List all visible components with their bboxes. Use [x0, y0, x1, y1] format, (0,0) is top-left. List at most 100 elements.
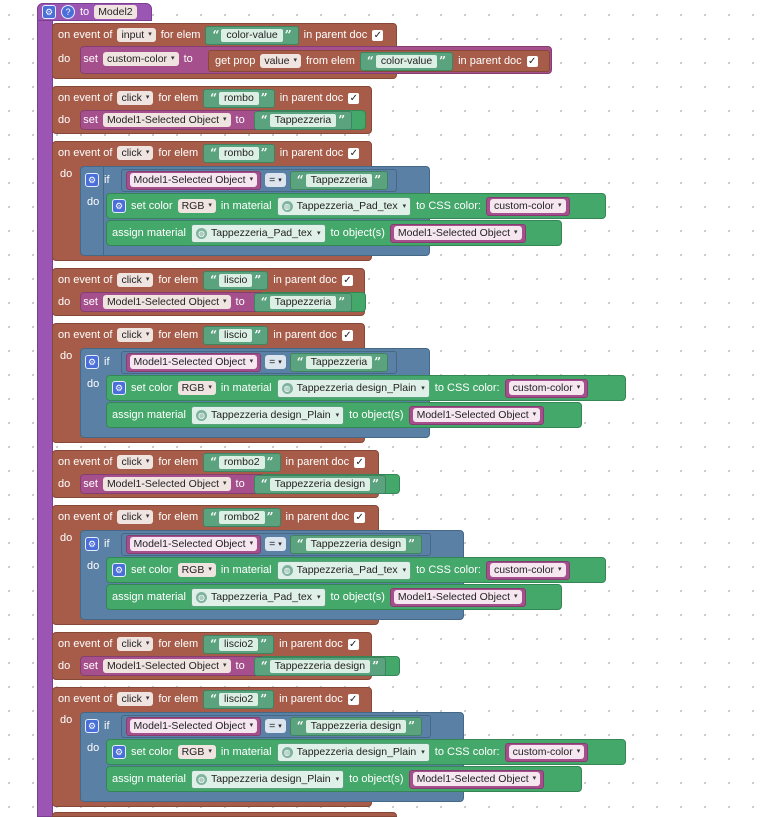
event-type-dropdown[interactable]: click ▾	[117, 91, 154, 105]
gear-icon[interactable]: ⚙	[42, 5, 56, 19]
css-color-variable[interactable]: custom-color ▾	[485, 196, 570, 216]
set-label: set	[83, 296, 98, 308]
parent-doc-checkbox[interactable]: ✓	[354, 456, 366, 468]
get-prop-label: get prop	[215, 55, 256, 67]
parent-doc-label: in parent doc	[279, 638, 343, 650]
color-mode-dropdown[interactable]: RGB ▾	[177, 563, 216, 577]
elem-text-field[interactable]: “liscio2”	[203, 634, 275, 654]
procedure-block[interactable]	[37, 3, 53, 817]
variable-dropdown[interactable]: Model1-Selected Object ▾	[102, 477, 231, 491]
event-type-dropdown[interactable]: click ▾	[117, 328, 154, 342]
event-type-dropdown[interactable]: input ▾	[117, 28, 156, 42]
value-text-field[interactable]: “Tappezzeria”	[253, 292, 353, 312]
from-elem-text-field[interactable]: “color-value”	[359, 51, 454, 71]
gear-icon[interactable]: ⚙	[112, 745, 126, 759]
procedure-name-field[interactable]: Model2	[94, 5, 137, 19]
material-dropdown[interactable]: ◍ Tappezzeria design_Plain ▾	[276, 742, 430, 762]
value-text-field[interactable]: “Tappezzeria”	[253, 110, 353, 130]
color-mode-dropdown[interactable]: RGB ▾	[177, 381, 216, 395]
if-label: if	[104, 720, 110, 732]
event-type-dropdown[interactable]: click ▾	[117, 637, 154, 651]
variable-dropdown[interactable]: Model1-Selected Object ▾	[102, 113, 231, 127]
for-elem-label: for elem	[158, 92, 199, 104]
event-type-dropdown[interactable]: click ▾	[117, 273, 154, 287]
parent-doc-checkbox[interactable]: ✓	[347, 638, 359, 650]
condition-value[interactable]: “Tappezzeria”	[289, 352, 389, 372]
parent-doc-checkbox[interactable]: ✓	[341, 329, 353, 341]
condition-value[interactable]: “Tappezzeria design”	[289, 534, 423, 554]
assign-material-dropdown[interactable]: ◍ Tappezzeria design_Plain ▾	[190, 769, 345, 789]
gear-icon[interactable]: ⚙	[85, 173, 99, 187]
condition-variable[interactable]: Model1-Selected Object ▾	[125, 352, 262, 372]
operator-dropdown[interactable]: = ▾	[265, 719, 286, 733]
condition-variable[interactable]: Model1-Selected Object ▾	[125, 716, 262, 736]
event-type-dropdown[interactable]: click ▾	[117, 692, 154, 706]
condition-variable[interactable]: Model1-Selected Object ▾	[125, 170, 262, 190]
material-dropdown[interactable]: ◍ Tappezzeria design_Plain ▾	[276, 378, 430, 398]
parent-doc-checkbox[interactable]: ✓	[526, 55, 538, 67]
parent-doc-checkbox[interactable]: ✓	[347, 693, 359, 705]
color-mode-dropdown[interactable]: RGB ▾	[177, 745, 216, 759]
color-mode-dropdown[interactable]: RGB ▾	[177, 199, 216, 213]
compare-block[interactable]: Model1-Selected Object ▾ = ▾ “Tappezzeria …	[120, 714, 432, 738]
parent-doc-checkbox[interactable]: ✓	[341, 274, 353, 286]
variable-dropdown[interactable]: Model1-Selected Object ▾	[102, 295, 231, 309]
event-type-dropdown[interactable]: click ▾	[117, 146, 154, 160]
value-text-field[interactable]: “Tappezzeria design”	[253, 656, 386, 676]
gear-icon[interactable]: ⚙	[112, 199, 126, 213]
objects-variable[interactable]: Model1-Selected Object ▾	[408, 769, 545, 789]
prop-dropdown[interactable]: value ▾	[260, 54, 301, 68]
elem-text-field[interactable]: “rombo2”	[203, 507, 281, 527]
elem-text-field[interactable]: “liscio2”	[203, 689, 275, 709]
operator-dropdown[interactable]: = ▾	[265, 173, 286, 187]
material-dropdown[interactable]: ◍ Tappezzeria_Pad_tex ▾	[276, 196, 412, 216]
objects-variable[interactable]: Model1-Selected Object ▾	[389, 587, 526, 607]
on-event-label: on event of	[58, 29, 113, 41]
css-color-variable[interactable]: custom-color ▾	[485, 560, 570, 580]
operator-dropdown[interactable]: = ▾	[265, 537, 286, 551]
elem-text-field[interactable]: “liscio”	[203, 270, 269, 290]
material-dropdown[interactable]: ◍ Tappezzeria_Pad_tex ▾	[276, 560, 412, 580]
parent-doc-checkbox[interactable]: ✓	[348, 92, 360, 104]
set-label: set	[83, 53, 98, 65]
elem-text-field[interactable]: “color-value”	[205, 25, 299, 45]
globe-icon: ◍	[281, 564, 293, 576]
compare-block[interactable]: Model1-Selected Object ▾ = ▾ “Tappezzeria …	[120, 532, 432, 556]
variable-dropdown[interactable]: custom-color ▾	[102, 52, 179, 66]
gear-icon[interactable]: ⚙	[85, 537, 99, 551]
elem-text-field[interactable]: “liscio”	[203, 325, 269, 345]
parent-doc-checkbox[interactable]: ✓	[372, 29, 384, 41]
css-color-variable[interactable]: custom-color ▾	[504, 378, 589, 398]
help-icon[interactable]: ?	[61, 5, 75, 19]
gear-icon[interactable]: ⚙	[85, 719, 99, 733]
set-color-label: set color	[131, 564, 173, 576]
condition-value[interactable]: “Tappezzeria”	[289, 170, 389, 190]
event-type-dropdown[interactable]: click ▾	[117, 455, 154, 469]
assign-material-dropdown[interactable]: ◍ Tappezzeria_Pad_tex ▾	[190, 223, 326, 243]
on-event-label: on event of	[58, 329, 113, 341]
compare-block[interactable]: Model1-Selected Object ▾ = ▾ “Tappezzeria”	[120, 350, 398, 374]
gear-icon[interactable]: ⚙	[85, 355, 99, 369]
objects-variable[interactable]: Model1-Selected Object ▾	[389, 223, 526, 243]
event-type-dropdown[interactable]: click ▾	[117, 510, 154, 524]
operator-dropdown[interactable]: = ▾	[265, 355, 286, 369]
objects-variable[interactable]: Model1-Selected Object ▾	[408, 405, 545, 425]
elem-text-field[interactable]: “rombo”	[203, 88, 275, 108]
gear-icon[interactable]: ⚙	[112, 381, 126, 395]
condition-value[interactable]: “Tappezzeria design”	[289, 716, 423, 736]
elem-text-field[interactable]: “rombo”	[203, 143, 275, 163]
on-event-label: on event of	[58, 456, 113, 468]
assign-material-dropdown[interactable]: ◍ Tappezzeria_Pad_tex ▾	[190, 587, 326, 607]
css-color-variable[interactable]: custom-color ▾	[504, 742, 589, 762]
condition-variable[interactable]: Model1-Selected Object ▾	[125, 534, 262, 554]
gear-icon[interactable]: ⚙	[112, 563, 126, 577]
variable-dropdown[interactable]: Model1-Selected Object ▾	[102, 659, 231, 673]
event-block-10-partial[interactable]	[52, 812, 397, 817]
assign-material-dropdown[interactable]: ◍ Tappezzeria design_Plain ▾	[190, 405, 345, 425]
elem-text-field[interactable]: “rombo2”	[203, 452, 281, 472]
parent-doc-checkbox[interactable]: ✓	[348, 147, 360, 159]
parent-doc-checkbox[interactable]: ✓	[354, 511, 366, 523]
compare-block[interactable]: Model1-Selected Object ▾ = ▾ “Tappezzeria”	[120, 168, 398, 192]
value-text-field[interactable]: “Tappezzeria design”	[253, 474, 386, 494]
